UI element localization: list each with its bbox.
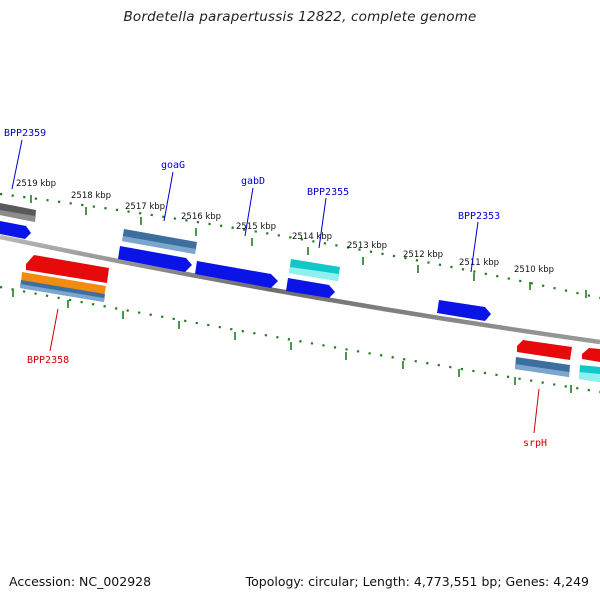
inner-tick-ring bbox=[0, 285, 600, 394]
scale-label: 2516 kbp bbox=[181, 212, 221, 222]
gene-feature bbox=[0, 210, 35, 222]
gene-labels: BPP2359 goaG gabD BPP2355 BPP2353 BPP235… bbox=[4, 128, 547, 449]
label-leader bbox=[470, 221, 479, 273]
gene-feature bbox=[20, 284, 104, 302]
scale-label: 2514 kbp bbox=[292, 232, 332, 242]
scale-labels: 2519 kbp 2518 kbp 2517 kbp 2516 kbp 2515… bbox=[16, 179, 554, 275]
gene-feature bbox=[0, 221, 31, 239]
label-leaders bbox=[11, 139, 540, 434]
gene-feature bbox=[579, 372, 600, 382]
scale-label: 2510 kbp bbox=[514, 265, 554, 275]
gene-label-bpp2359: BPP2359 bbox=[4, 128, 46, 139]
gene-feature bbox=[582, 348, 600, 362]
gene-feature bbox=[517, 340, 572, 360]
gene-label-gabd: gabD bbox=[241, 176, 265, 187]
gene-feature bbox=[195, 261, 278, 288]
gene-feature bbox=[286, 278, 335, 298]
gene-feature bbox=[289, 267, 339, 281]
major-ticks bbox=[12, 195, 587, 393]
scale-label: 2511 kbp bbox=[459, 258, 499, 268]
gene-label-bpp2358: BPP2358 bbox=[27, 355, 69, 366]
label-leader bbox=[11, 139, 23, 190]
scale-label: 2518 kbp bbox=[71, 191, 111, 201]
gene-feature bbox=[122, 236, 196, 254]
scale-label: 2517 kbp bbox=[125, 202, 165, 212]
gene-feature bbox=[26, 255, 109, 283]
topology-text: Topology: circular; Length: 4,773,551 bp… bbox=[245, 574, 589, 589]
gene-label-bpp2353: BPP2353 bbox=[458, 211, 500, 222]
gene-feature bbox=[118, 246, 192, 272]
label-leader bbox=[533, 388, 540, 434]
gene-label-bpp2355: BPP2355 bbox=[307, 187, 349, 198]
gene-feature bbox=[515, 364, 569, 377]
scale-label: 2513 kbp bbox=[347, 241, 387, 251]
label-leader bbox=[163, 171, 174, 222]
accession-text: Accession: NC_002928 bbox=[9, 574, 152, 589]
label-leader bbox=[49, 308, 59, 352]
scale-label: 2512 kbp bbox=[403, 250, 443, 260]
scale-label: 2515 kbp bbox=[236, 222, 276, 232]
label-leader bbox=[318, 197, 327, 249]
map-title: Bordetella parapertussis 12822, complete… bbox=[123, 9, 477, 25]
label-leader bbox=[244, 187, 254, 237]
gene-features bbox=[0, 203, 600, 382]
genome-backbone bbox=[0, 234, 600, 345]
scale-label: 2519 kbp bbox=[16, 179, 56, 189]
gene-label-srph: srpH bbox=[523, 438, 547, 449]
gene-feature bbox=[437, 300, 491, 321]
gene-label-goag: goaG bbox=[161, 160, 185, 171]
